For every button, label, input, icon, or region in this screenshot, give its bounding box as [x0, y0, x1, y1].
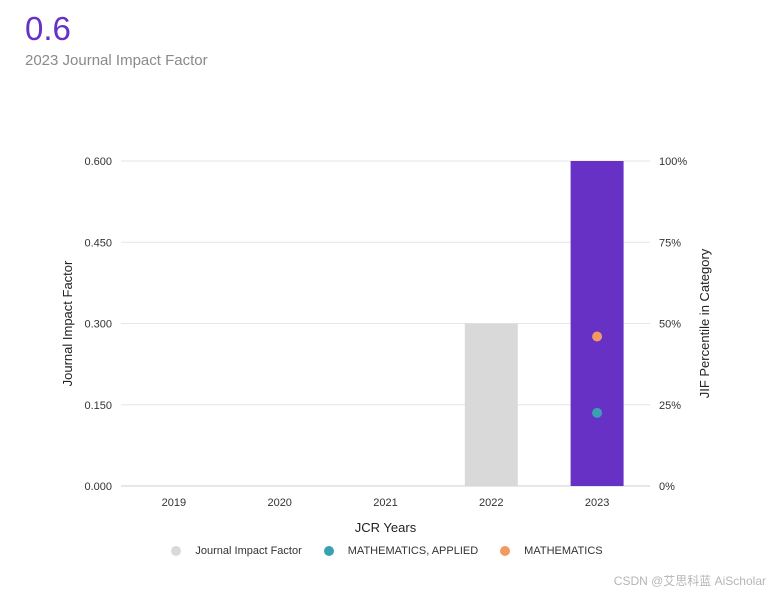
- x-tick-label: 2020: [267, 497, 291, 509]
- legend-swatch-math-applied: [323, 546, 334, 556]
- chart-legend: Journal Impact Factor MATHEMATICS, APPLI…: [0, 545, 774, 557]
- y2-axis-title: JIF Percentile in Category: [697, 248, 712, 398]
- y-tick-label: 0.600: [84, 156, 112, 168]
- x-tick-label: 2023: [585, 497, 609, 509]
- y2-tick-label: 25%: [659, 400, 681, 412]
- legend-item-jif[interactable]: Journal Impact Factor: [171, 545, 302, 557]
- legend-label-mathematics: MATHEMATICS: [524, 545, 603, 557]
- y-axis-title: Journal Impact Factor: [60, 260, 75, 386]
- y2-tick-label: 100%: [659, 156, 687, 168]
- y2-tick-label: 0%: [659, 481, 675, 493]
- legend-swatch-mathematics: [500, 546, 511, 556]
- y2-tick-label: 75%: [659, 237, 681, 249]
- watermark: CSDN @艾思科蓝 AiScholar: [613, 574, 766, 588]
- impact-factor-value: 0.6: [25, 10, 71, 47]
- y-tick-label: 0.450: [84, 237, 112, 249]
- y2-tick-label: 50%: [659, 319, 681, 331]
- x-tick-label: 2019: [162, 497, 186, 509]
- bar-2023: [570, 161, 624, 486]
- legend-label-math-applied: MATHEMATICS, APPLIED: [347, 545, 479, 557]
- percentile-point-mathematics-applied: [592, 407, 603, 418]
- legend-item-math-applied[interactable]: MATHEMATICS, APPLIED: [323, 545, 479, 557]
- percentile-point-mathematics: [592, 331, 603, 342]
- impact-factor-subtitle: 2023 Journal Impact Factor: [25, 52, 208, 69]
- y-tick-label: 0.000: [84, 481, 112, 493]
- legend-item-mathematics[interactable]: MATHEMATICS: [500, 545, 603, 557]
- bar-2022: [464, 323, 518, 486]
- legend-label-jif: Journal Impact Factor: [195, 545, 302, 557]
- x-tick-label: 2022: [479, 497, 503, 509]
- y-tick-label: 0.300: [84, 319, 112, 331]
- x-tick-label: 2021: [373, 497, 397, 509]
- legend-swatch-jif: [171, 546, 182, 556]
- y-tick-label: 0.150: [84, 400, 112, 412]
- x-axis-title: JCR Years: [355, 520, 417, 535]
